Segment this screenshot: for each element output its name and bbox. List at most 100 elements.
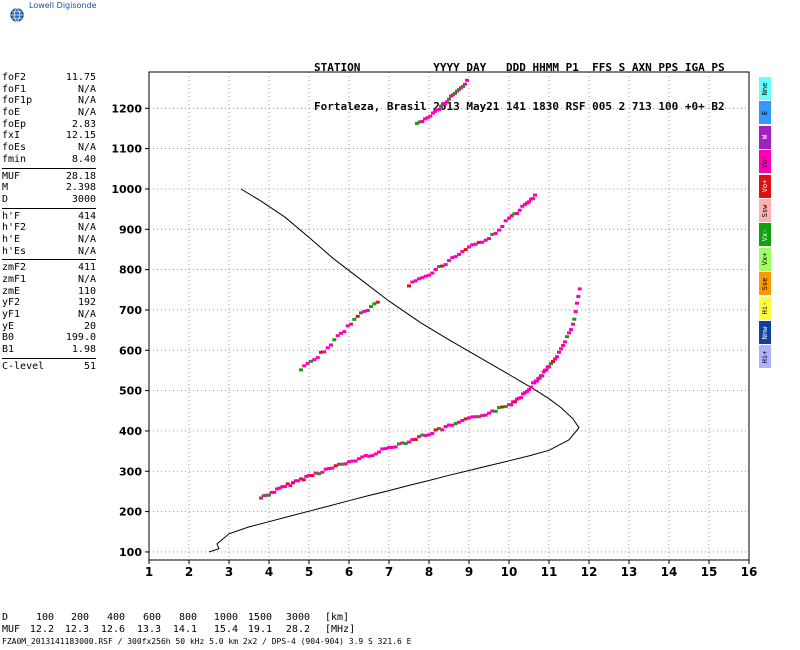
- echo-point: [417, 277, 421, 281]
- echo-point: [470, 415, 475, 419]
- x-tick-label: 12: [581, 565, 598, 579]
- echo-point: [430, 432, 435, 435]
- param-row: h'E N/A: [2, 234, 96, 246]
- param-row: foEp 2.83: [2, 119, 96, 131]
- param-value: 2.398: [65, 182, 96, 194]
- echo-point: [315, 356, 320, 360]
- echo-point: [563, 340, 567, 344]
- echo-point: [349, 322, 353, 326]
- brand-logo: Lowell Digisonde: [8, 0, 148, 26]
- echo-point: [380, 447, 385, 451]
- echo-point: [335, 334, 340, 338]
- echo-point: [493, 409, 498, 413]
- echo-point: [267, 493, 271, 497]
- echo-point: [437, 427, 441, 431]
- echo-point: [532, 381, 537, 385]
- echo-point: [375, 300, 380, 304]
- muf-cell: [MHz]: [325, 624, 356, 635]
- echo-point: [500, 405, 505, 409]
- param-value: 199.0: [65, 332, 96, 344]
- header-values: Fortaleza, Brasil 2013 May21 141 1830 RS…: [314, 100, 725, 113]
- echo-point: [561, 344, 565, 347]
- x-tick-label: 4: [265, 565, 273, 579]
- globe-icon: [10, 8, 24, 22]
- echo-point: [493, 231, 498, 235]
- param-divider: [2, 167, 96, 169]
- echo-point: [463, 82, 467, 86]
- param-label: M: [2, 182, 9, 194]
- x-tick-label: 14: [661, 565, 678, 579]
- echo-point: [339, 331, 343, 335]
- legend-chip: Nne: [759, 77, 771, 100]
- echo-point: [572, 317, 577, 321]
- echo-point: [513, 400, 517, 404]
- echo-point: [407, 440, 411, 444]
- echo-point: [327, 467, 331, 470]
- echo-point: [333, 464, 338, 468]
- legend-label: Vx-: [761, 228, 769, 242]
- distance-cell: 800: [178, 612, 197, 623]
- echo-point: [264, 493, 269, 497]
- echo-point: [487, 237, 491, 240]
- echo-point: [307, 474, 311, 477]
- echo-point: [352, 317, 357, 321]
- x-tick-label: 15: [701, 565, 718, 579]
- echo-point: [461, 85, 465, 88]
- legend-chip: Hi+: [759, 345, 771, 369]
- echo-point: [525, 389, 529, 393]
- echo-point: [369, 305, 373, 309]
- param-value: 51: [83, 360, 96, 372]
- echo-point: [445, 100, 449, 104]
- param-value: N/A: [77, 95, 96, 107]
- echo-point: [359, 311, 363, 315]
- echo-point: [437, 108, 441, 111]
- echo-point: [410, 438, 415, 442]
- echo-point: [430, 271, 435, 275]
- param-row: yF2 192: [2, 297, 96, 309]
- echo-point: [362, 309, 367, 313]
- param-value: N/A: [77, 107, 96, 119]
- muf-table-distance-label: D: [2, 612, 9, 623]
- echo-point: [332, 338, 337, 342]
- echo-point: [547, 365, 551, 369]
- x-tick-label: 5: [305, 565, 313, 579]
- echo-point: [301, 478, 306, 482]
- echo-point: [447, 97, 451, 101]
- legend-chip: Vo+: [759, 174, 771, 198]
- param-value: 110: [77, 285, 96, 297]
- echo-point: [483, 413, 488, 417]
- echo-point: [473, 242, 478, 246]
- echo-point: [575, 301, 579, 305]
- echo-point: [465, 78, 469, 82]
- echo-point: [483, 238, 488, 242]
- param-row: h'Es N/A: [2, 246, 96, 258]
- x-tick-label: 13: [621, 565, 638, 579]
- echo-point: [569, 328, 573, 332]
- echo-point: [407, 284, 411, 288]
- param-row: h'F2 N/A: [2, 222, 96, 234]
- param-row: h'F 414: [2, 211, 96, 223]
- electron-density-profile: [208, 188, 580, 553]
- echo-point: [567, 331, 571, 335]
- muf-table-muf-label: MUF: [2, 624, 21, 635]
- param-label: C-level: [2, 360, 45, 372]
- echo-point: [515, 212, 519, 215]
- legend-chip: Nnw: [759, 321, 771, 344]
- distance-cell: [km]: [325, 612, 350, 623]
- echo-point: [447, 259, 451, 263]
- echo-point: [480, 414, 485, 418]
- echo-point: [387, 446, 391, 449]
- echo-point: [559, 347, 563, 351]
- echo-point: [431, 111, 435, 115]
- y-tick-label: 1000: [111, 183, 142, 196]
- param-label: foF1p: [2, 95, 33, 107]
- muf-cell: 19.1: [247, 624, 272, 635]
- echo-point: [557, 350, 561, 354]
- echo-point: [410, 280, 415, 284]
- distance-cell: 1000: [213, 612, 238, 623]
- echo-point: [440, 428, 445, 432]
- echo-point: [576, 295, 581, 298]
- y-tick-label: 1100: [111, 143, 142, 156]
- echo-point: [291, 481, 295, 485]
- param-label: zmF1: [2, 274, 27, 285]
